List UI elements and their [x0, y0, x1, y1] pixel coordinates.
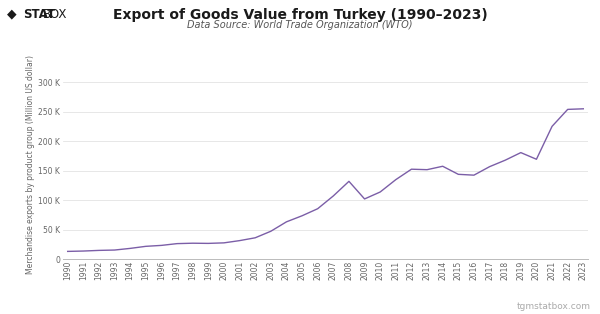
- Text: Data Source: World Trade Organization (WTO): Data Source: World Trade Organization (W…: [187, 20, 413, 30]
- Text: STAT: STAT: [23, 8, 55, 21]
- Text: BOX: BOX: [43, 8, 68, 21]
- Text: tgmstatbox.com: tgmstatbox.com: [517, 302, 591, 311]
- Text: ◆: ◆: [7, 8, 17, 21]
- Y-axis label: Merchandise exports by product group (Million US dollar): Merchandise exports by product group (Mi…: [26, 55, 35, 274]
- Text: Export of Goods Value from Turkey (1990–2023): Export of Goods Value from Turkey (1990–…: [113, 8, 487, 22]
